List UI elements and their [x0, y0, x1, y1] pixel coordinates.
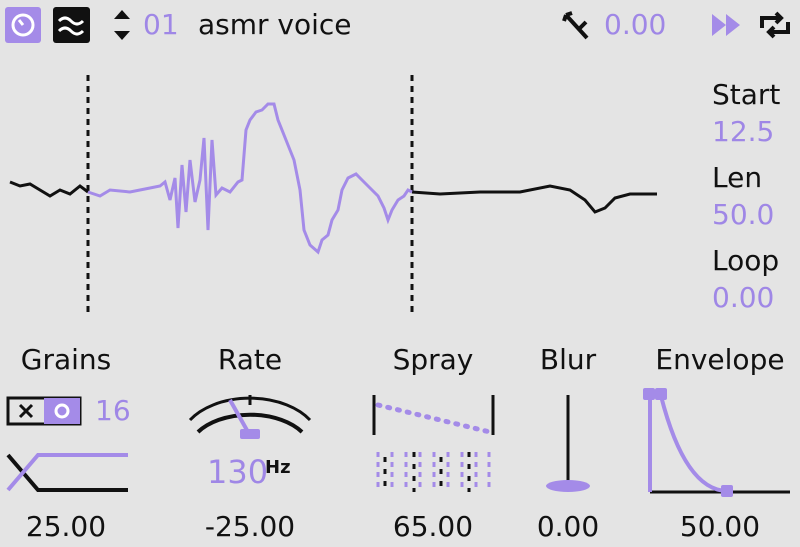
envelope-graphic[interactable] [643, 388, 790, 497]
grains-toggle[interactable] [6, 396, 82, 426]
preset-number: 01 [143, 8, 179, 41]
grains-value[interactable]: 25.00 [26, 510, 106, 543]
grains-count[interactable]: 16 [95, 394, 131, 427]
forward-button[interactable] [712, 14, 740, 36]
loop-button[interactable] [760, 11, 790, 39]
grains-label: Grains [21, 343, 111, 376]
rate-dial[interactable] [188, 395, 312, 439]
len-value[interactable]: 50.0 [712, 198, 774, 231]
loop-label: Loop [712, 244, 779, 277]
blur-slider[interactable] [546, 395, 590, 492]
rate-frequency[interactable]: 130 [207, 453, 268, 491]
spray-value[interactable]: 65.00 [393, 510, 473, 543]
rate-unit: Hz [265, 457, 291, 478]
offset-value[interactable]: 0.00 [604, 8, 666, 41]
envelope-value[interactable]: 50.00 [680, 510, 760, 543]
waveform[interactable] [9, 75, 657, 313]
spray-label: Spray [393, 343, 474, 376]
mode-button[interactable] [53, 7, 90, 43]
preset-name: asmr voice [198, 8, 352, 41]
rate-value[interactable]: -25.00 [205, 510, 295, 543]
len-label: Len [712, 161, 762, 194]
spray-graphic[interactable] [372, 395, 495, 492]
grains-shape[interactable] [6, 453, 128, 492]
loop-value[interactable]: 0.00 [712, 281, 774, 314]
power-button[interactable] [5, 7, 41, 43]
blur-label: Blur [540, 343, 597, 376]
envelope-label: Envelope [655, 343, 784, 376]
start-label: Start [712, 78, 780, 111]
rate-label: Rate [218, 343, 282, 376]
preset-arrows[interactable] [114, 10, 130, 40]
tune-icon[interactable] [562, 11, 589, 40]
blur-value[interactable]: 0.00 [537, 510, 599, 543]
start-value[interactable]: 12.5 [712, 115, 774, 148]
